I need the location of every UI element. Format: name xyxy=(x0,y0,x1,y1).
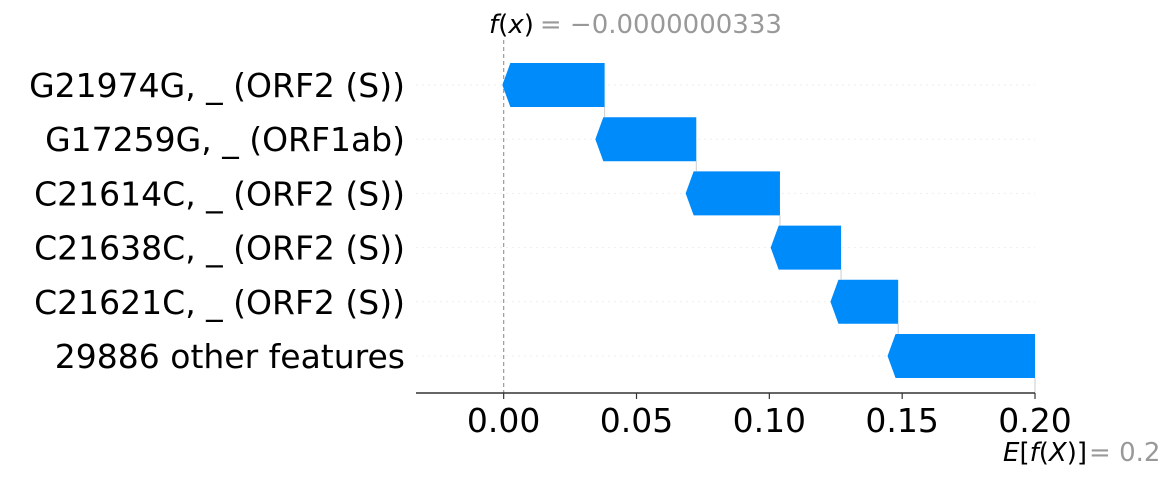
feature-label: 29886 other features xyxy=(55,337,405,376)
feature-bar xyxy=(595,117,697,162)
x-tick-label: 0.05 xyxy=(600,401,673,440)
x-axis: 0.00 0.05 0.10 0.15 0.20 xyxy=(416,392,1072,440)
feature-label: C21638C, _ (ORF2 (S)) xyxy=(34,229,405,268)
feature-label: C21614C, _ (ORF2 (S)) xyxy=(34,174,405,213)
row-gridlines xyxy=(416,84,1035,357)
output-value-annotation: f(x) = −0.0000000333 xyxy=(489,10,782,40)
x-tick-label: 0.00 xyxy=(467,401,540,440)
feature-label: G21974G, _ (ORF2 (S)) xyxy=(29,66,405,105)
expected-value-annotation: E[f(X)]= 0.2 xyxy=(1003,438,1160,468)
feature-label: G17259G, _ (ORF1ab) xyxy=(45,120,405,159)
feature-bar xyxy=(770,225,842,270)
feature-label: C21621C, _ (ORF2 (S)) xyxy=(34,283,405,322)
feature-bar xyxy=(830,279,899,324)
x-tick-label: 0.20 xyxy=(998,401,1071,440)
x-tick-label: 0.15 xyxy=(865,401,938,440)
feature-labels: G21974G, _ (ORF2 (S)) G17259G, _ (ORF1ab)… xyxy=(29,66,405,376)
feature-bars xyxy=(502,63,1036,393)
feature-bar xyxy=(685,171,780,216)
feature-bar xyxy=(887,334,1035,378)
x-tick-label: 0.10 xyxy=(733,401,806,440)
feature-bar xyxy=(502,63,605,107)
